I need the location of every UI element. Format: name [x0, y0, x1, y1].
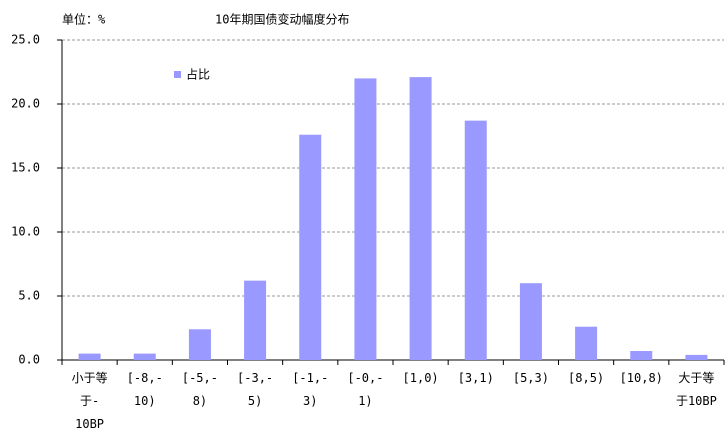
y-tick-label: 5.0 — [18, 289, 40, 303]
unit-label: 单位：% — [62, 12, 106, 27]
x-tick-label: [5,3) — [513, 371, 549, 385]
bar — [299, 134, 322, 360]
bar — [409, 77, 432, 361]
x-tick-label: [10,8) — [620, 371, 663, 385]
x-tick-label: [3,1) — [458, 371, 494, 385]
bar — [630, 351, 653, 360]
legend-label: 占比 — [186, 67, 210, 82]
chart-title: 10年期国债变动幅度分布 — [215, 12, 349, 27]
y-tick-label: 0.0 — [18, 353, 40, 367]
x-tick-label: 大于等于10BP — [676, 371, 717, 408]
bar — [244, 280, 267, 360]
bar — [464, 120, 487, 360]
x-tick-label: [8,5) — [568, 371, 604, 385]
x-tick-label: [-8,-10) — [127, 371, 163, 408]
bar — [133, 353, 156, 360]
bar — [354, 78, 377, 361]
y-tick-label: 20.0 — [11, 97, 40, 111]
y-tick-label: 15.0 — [11, 161, 40, 175]
x-tick-label: [-0,-1) — [347, 371, 383, 408]
bar — [575, 326, 598, 360]
x-tick-label: [1,0) — [403, 371, 439, 385]
bar — [685, 354, 708, 360]
bar — [188, 329, 211, 360]
y-tick-label: 25.0 — [11, 33, 40, 47]
legend-swatch — [174, 71, 181, 78]
bar — [519, 283, 542, 360]
bar — [78, 353, 101, 360]
x-tick-label: [-3,-5) — [237, 371, 273, 408]
x-tick-label: [-5,-8) — [182, 371, 218, 408]
y-tick-label: 10.0 — [11, 225, 40, 239]
x-tick-label: 小于等于-10BP — [72, 371, 108, 429]
x-tick-label: [-1,-3) — [292, 371, 328, 408]
